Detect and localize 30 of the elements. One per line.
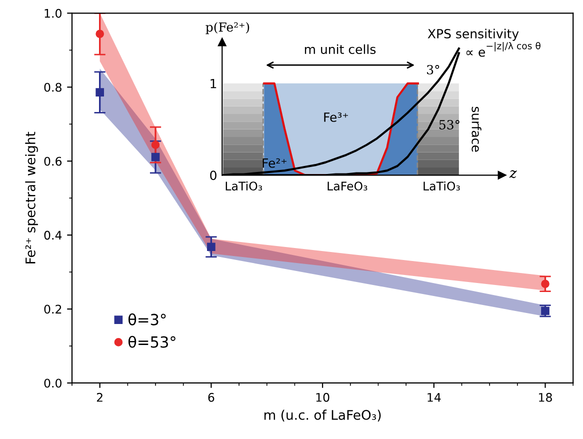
legend-label: θ=53° bbox=[128, 336, 176, 348]
x-axis-title: m (u.c. of LaFeO₃) bbox=[264, 410, 381, 422]
x-axis-title: z bbox=[509, 170, 517, 178]
annotation: m unit cells bbox=[304, 44, 376, 54]
x-tick-label: 2 bbox=[96, 392, 102, 402]
annotation: XPS sensitivity bbox=[428, 28, 519, 41]
y-axis-title: Fe²⁺ spectral weight bbox=[25, 132, 38, 264]
y-tick-label: 0.2 bbox=[44, 304, 62, 314]
y-tick-label: 1 bbox=[210, 79, 216, 88]
x-tick-label: 6 bbox=[208, 392, 214, 402]
y-tick-label: 0.0 bbox=[44, 378, 62, 388]
annotation: LaFeO₃ bbox=[328, 182, 368, 191]
y-tick-label: 0.6 bbox=[44, 156, 62, 166]
x-tick-label: 10 bbox=[316, 392, 330, 402]
legend-label: θ=3° bbox=[128, 313, 166, 326]
annotation: LaTiO₃ bbox=[424, 181, 460, 191]
y-axis-title: p(Fe²⁺) bbox=[206, 22, 250, 34]
annotation: LaTiO₃ bbox=[226, 181, 262, 191]
y-tick-label: 0.8 bbox=[44, 82, 62, 92]
y-tick-label: 1.0 bbox=[44, 8, 62, 18]
legend-label: 3° bbox=[427, 64, 440, 74]
x-tick-label: 18 bbox=[539, 392, 552, 402]
annotation: Fe³⁺ bbox=[324, 112, 348, 122]
annotation: ∝ e−|z|/λ cos θ bbox=[466, 42, 540, 57]
y-tick-label: 0.4 bbox=[44, 230, 62, 240]
annotation: surface bbox=[472, 106, 482, 152]
series-label: 53° bbox=[439, 120, 460, 130]
x-tick-label: 14 bbox=[428, 393, 441, 402]
annotation: Fe²⁺ bbox=[262, 158, 286, 168]
y-tick-label: 0 bbox=[210, 170, 216, 180]
